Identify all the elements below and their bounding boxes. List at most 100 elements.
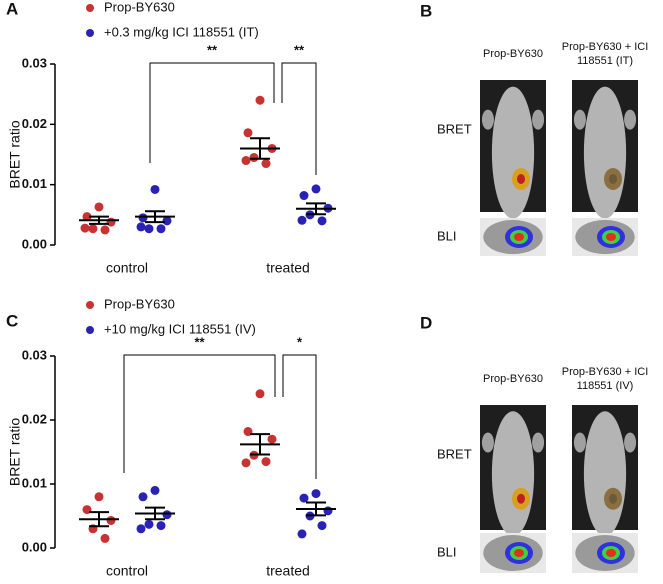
- data-point: [255, 389, 265, 399]
- data-point: [156, 224, 166, 234]
- y-tick-label: 0.00: [22, 539, 47, 554]
- data-point: [88, 224, 98, 234]
- data-point: [144, 224, 154, 234]
- legend-label: Prop-BY630: [104, 296, 175, 311]
- data-point: [138, 213, 148, 223]
- legend-marker: [86, 4, 94, 12]
- data-point: [297, 529, 307, 539]
- data-point: [100, 533, 110, 543]
- signal-core: [517, 174, 525, 184]
- mouse-limb: [481, 109, 494, 130]
- data-point: [100, 225, 110, 235]
- significance-bracket: [123, 354, 276, 473]
- data-point: [297, 215, 307, 225]
- data-point: [106, 515, 116, 525]
- row-label: BRET: [437, 446, 472, 461]
- x-tick-label: control: [106, 260, 148, 276]
- error-bar: [145, 506, 165, 521]
- significance-label: *: [297, 334, 303, 349]
- significance-bracket: [281, 62, 317, 175]
- data-point: [317, 216, 327, 226]
- data-point: [255, 95, 265, 105]
- y-tick-label: 0.02: [22, 116, 47, 131]
- data-point: [162, 510, 172, 520]
- error-bar: [306, 202, 326, 216]
- significance-label: **: [207, 42, 218, 57]
- mouse-limb: [573, 109, 586, 130]
- significance-label: **: [294, 42, 305, 57]
- mouse-limb: [624, 432, 637, 453]
- legend-marker: [86, 326, 94, 334]
- legend-label: Prop-BY630: [104, 0, 175, 14]
- data-point: [150, 184, 160, 194]
- y-axis-label: BRET ratio: [7, 418, 23, 486]
- data-point: [267, 434, 277, 444]
- y-tick-label: 0.01: [22, 475, 47, 490]
- data-point: [243, 128, 253, 138]
- bli-core: [514, 549, 524, 557]
- signal-core: [609, 174, 617, 184]
- row-label: BLI: [437, 228, 457, 243]
- panel-label: B: [420, 1, 432, 20]
- bli-core: [606, 233, 616, 241]
- mouse-body: [491, 411, 535, 537]
- data-point: [144, 519, 154, 529]
- data-point: [261, 159, 271, 169]
- x-tick-label: control: [106, 563, 148, 579]
- data-point: [150, 485, 160, 495]
- data-point: [94, 492, 104, 502]
- data-point: [136, 524, 146, 534]
- signal-core: [517, 493, 525, 504]
- y-tick-label: 0.02: [22, 411, 47, 426]
- significance-bracket: [149, 62, 275, 163]
- mouse-limb: [573, 432, 586, 453]
- data-point: [317, 521, 327, 531]
- legend-marker: [86, 301, 94, 309]
- column-header: Prop-BY630 + ICI 118551 (IV): [561, 366, 649, 392]
- column-header: Prop-BY630: [483, 373, 543, 385]
- row-label: BLI: [437, 544, 457, 559]
- data-point: [80, 223, 90, 233]
- legend-marker: [86, 29, 94, 37]
- mouse-limb: [624, 109, 637, 130]
- data-point: [323, 506, 333, 516]
- data-point: [311, 184, 321, 194]
- panel-label: C: [6, 311, 18, 330]
- data-point: [249, 153, 259, 163]
- x-tick-label: treated: [266, 563, 310, 579]
- bli-core: [606, 549, 616, 557]
- data-point: [299, 493, 309, 503]
- panel-label: A: [6, 0, 18, 18]
- data-point: [241, 458, 251, 468]
- row-label: BRET: [437, 121, 472, 136]
- data-point: [82, 212, 92, 222]
- data-point: [261, 457, 271, 467]
- column-header: Prop-BY630: [483, 48, 543, 60]
- significance-label: **: [194, 334, 205, 349]
- data-point: [156, 521, 166, 531]
- error-bar: [89, 215, 109, 225]
- panel-label: D: [420, 313, 432, 332]
- data-point: [136, 222, 146, 232]
- x-tick-label: treated: [266, 260, 310, 276]
- column-header: Prop-BY630 + ICI 118551 (IT): [561, 41, 649, 67]
- error-bar: [145, 210, 165, 224]
- error-bar: [89, 511, 109, 528]
- data-point: [241, 156, 251, 166]
- signal-core: [609, 493, 617, 504]
- legend-label: +10 mg/kg ICI 118551 (IV): [104, 321, 256, 336]
- y-tick-label: 0.03: [22, 55, 47, 70]
- data-point: [106, 217, 116, 227]
- significance-bracket: [282, 354, 317, 479]
- data-point: [299, 191, 309, 201]
- mouse-body: [583, 86, 627, 219]
- error-bar: [306, 501, 326, 517]
- mouse-body: [491, 86, 535, 219]
- data-point: [138, 492, 148, 502]
- data-point: [311, 489, 321, 499]
- legend-label: +0.3 mg/kg ICI 118551 (IT): [104, 24, 259, 39]
- mouse-limb: [481, 432, 494, 453]
- y-tick-label: 0.00: [22, 236, 47, 251]
